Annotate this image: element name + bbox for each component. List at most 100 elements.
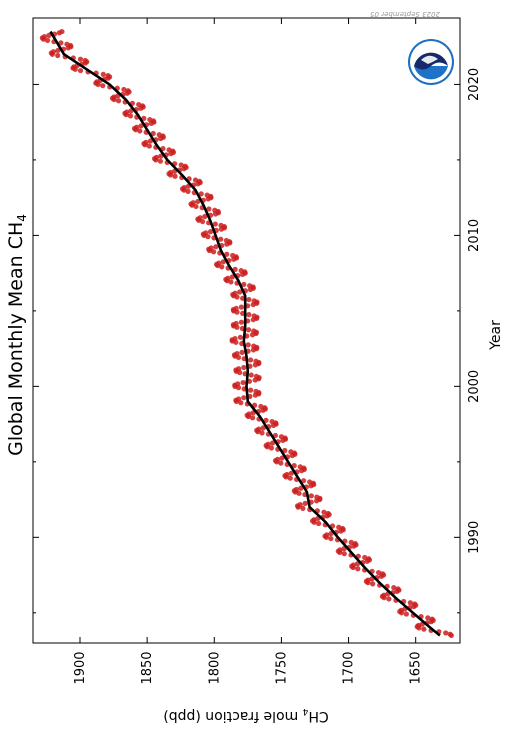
monthly-data-point	[370, 581, 376, 587]
monthly-data-point	[157, 158, 164, 164]
monthly-data-point	[260, 425, 266, 431]
monthly-data-point	[202, 213, 208, 220]
monthly-data-point	[216, 260, 222, 266]
monthly-data-point	[147, 138, 154, 144]
axis-ticks	[33, 18, 460, 643]
monthly-data-point	[301, 478, 307, 484]
y-tick-label: 1750	[274, 651, 289, 684]
monthly-data-point	[100, 71, 106, 77]
monthly-data-point	[178, 162, 184, 168]
monthly-data-point	[150, 130, 156, 137]
monthly-data-point	[125, 88, 131, 94]
monthly-data-point	[362, 554, 368, 561]
monthly-data-point	[238, 268, 244, 274]
monthly-data-point	[337, 547, 343, 553]
monthly-data-point	[204, 192, 210, 198]
monthly-data-point	[105, 73, 111, 79]
y-tick-label: 1800	[207, 651, 222, 684]
monthly-data-point	[55, 52, 61, 59]
monthly-data-point	[218, 222, 224, 228]
monthly-data-point	[251, 298, 257, 304]
monthly-data-point	[121, 86, 127, 93]
monthly-data-point	[288, 470, 295, 476]
monthly-data-point	[232, 266, 238, 272]
monthly-data-point	[297, 464, 303, 470]
monthly-data-point	[256, 426, 262, 432]
monthly-data-point	[302, 500, 308, 506]
monthly-data-point	[336, 524, 342, 530]
monthly-data-point	[55, 47, 61, 54]
y-tick-label: 1700	[342, 651, 357, 684]
monthly-data-point	[168, 169, 174, 176]
monthly-data-point	[284, 471, 290, 478]
monthly-data-point	[156, 132, 162, 138]
monthly-data-point	[115, 98, 122, 104]
monthly-data-point	[282, 447, 288, 454]
monthly-data-point	[386, 596, 392, 602]
monthly-data-point	[263, 417, 269, 423]
monthly-data-point	[274, 456, 281, 462]
monthly-data-point	[246, 411, 252, 417]
monthly-data-point	[288, 449, 294, 455]
noaa-logo	[408, 39, 454, 85]
monthly-data-point	[259, 430, 265, 436]
y-axis-title-suffix: mole fraction (ppb)	[163, 708, 302, 724]
monthly-data-point	[230, 252, 236, 259]
monthly-data-point	[307, 479, 313, 485]
monthly-data-point	[228, 279, 234, 285]
monthly-data-point	[236, 396, 242, 402]
monthly-data-point	[59, 28, 65, 35]
monthly-data-point	[206, 206, 212, 212]
monthly-data-point	[298, 485, 304, 491]
monthly-data-point	[366, 556, 372, 562]
monthly-data-point	[220, 259, 226, 265]
monthly-data-point	[197, 215, 203, 221]
monthly-data-point	[270, 440, 276, 446]
monthly-data-point	[381, 592, 387, 598]
monthly-data-point	[141, 115, 147, 121]
monthly-data-point	[421, 626, 427, 632]
monthly-data-point	[203, 230, 209, 236]
monthly-data-point	[143, 139, 149, 145]
monthly-data-point	[253, 373, 259, 379]
monthly-data-point	[265, 441, 271, 447]
monthly-data-point	[279, 455, 285, 461]
x-tick-label: 2020	[467, 68, 482, 101]
monthly-data-point	[232, 290, 238, 296]
monthly-data-point	[348, 539, 354, 545]
monthly-data-point	[341, 551, 347, 557]
monthly-data-point	[193, 203, 199, 210]
monthly-data-point	[137, 128, 143, 134]
monthly-data-point	[224, 251, 230, 257]
monthly-data-point	[314, 494, 320, 500]
monthly-data-point	[278, 460, 284, 466]
monthly-data-point	[308, 493, 314, 499]
monthly-data-point	[127, 113, 134, 119]
monthly-data-point	[238, 400, 244, 406]
monthly-data-point	[239, 349, 245, 355]
monthly-data-point	[365, 577, 371, 583]
monthly-data-point	[291, 463, 297, 469]
monthly-data-point	[218, 236, 224, 242]
monthly-data-point	[316, 520, 322, 527]
monthly-data-point	[82, 57, 88, 64]
monthly-data-point	[247, 387, 254, 393]
monthly-data-point	[350, 562, 357, 568]
monthly-data-point	[245, 327, 252, 333]
monthly-data-point	[198, 191, 204, 197]
monthly-data-point	[352, 541, 358, 547]
y-axis-title: CH4 mole fraction (ppb)	[163, 706, 328, 724]
chart-title-subscript: 4	[15, 214, 29, 222]
monthly-data-point	[268, 445, 275, 451]
monthly-data-point	[311, 517, 317, 523]
monthly-data-point	[248, 372, 254, 378]
monthly-data-point	[237, 334, 244, 340]
monthly-data-point	[136, 101, 142, 108]
monthly-data-point	[210, 249, 217, 255]
monthly-data-point	[251, 343, 257, 349]
monthly-data-point	[324, 532, 330, 538]
monthly-data-point	[321, 509, 327, 515]
monthly-data-point	[185, 188, 191, 194]
monthly-data-point	[77, 67, 84, 74]
monthly-data-point	[247, 357, 254, 363]
